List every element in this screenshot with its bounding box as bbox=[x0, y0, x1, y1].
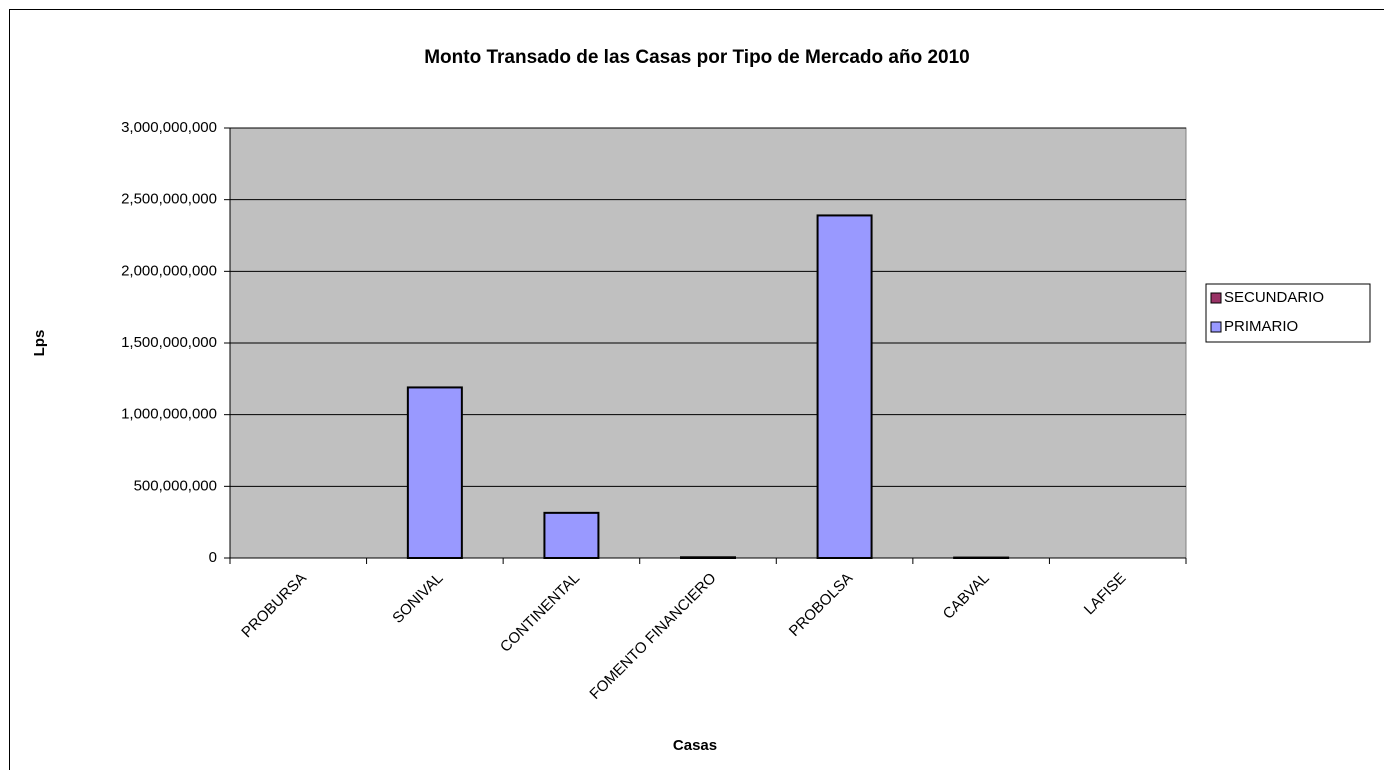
x-tick-label: FOMENTO FINANCIERO bbox=[586, 570, 719, 703]
y-tick-label: 1,500,000,000 bbox=[121, 334, 217, 351]
y-tick-label: 0 bbox=[209, 549, 217, 566]
bar bbox=[816, 214, 873, 560]
x-tick-label: PROBURSA bbox=[238, 570, 310, 642]
legend-label: SECUNDARIO bbox=[1224, 289, 1324, 306]
chart-title: Monto Transado de las Casas por Tipo de … bbox=[424, 47, 970, 68]
x-tick-label: LAFISE bbox=[1081, 570, 1130, 619]
y-tick-label: 2,500,000,000 bbox=[121, 191, 217, 208]
bar bbox=[543, 511, 600, 559]
y-tick-label: 3,000,000,000 bbox=[121, 119, 217, 136]
bar bbox=[406, 386, 463, 559]
x-axis-title: Casas bbox=[673, 737, 717, 754]
bar bbox=[680, 556, 736, 559]
y-tick-label: 500,000,000 bbox=[134, 477, 217, 494]
legend-box bbox=[1205, 283, 1371, 343]
x-tick-label: SONIVAL bbox=[389, 570, 446, 627]
legend-swatch bbox=[1210, 321, 1222, 333]
x-tick-label: CONTINENTAL bbox=[497, 570, 583, 656]
x-tick-label: CABVAL bbox=[940, 570, 993, 623]
legend-label: PRIMARIO bbox=[1224, 318, 1298, 335]
legend-swatch bbox=[1210, 292, 1222, 304]
y-axis-title: Lps bbox=[31, 330, 48, 357]
x-tick-label: PROBOLSA bbox=[786, 570, 856, 640]
y-tick-label: 1,000,000,000 bbox=[121, 406, 217, 423]
y-tick-label: 2,000,000,000 bbox=[121, 262, 217, 279]
